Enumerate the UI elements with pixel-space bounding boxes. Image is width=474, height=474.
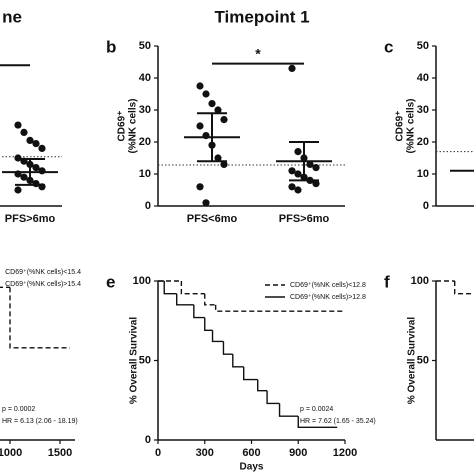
dot [294, 186, 302, 194]
dot [26, 136, 34, 144]
y-tick-label: 100 [133, 275, 151, 287]
significance-label: * [255, 45, 261, 61]
x-tick-label: PFS>6mo [279, 213, 330, 225]
dot [196, 122, 204, 130]
panel-letter: c [384, 37, 393, 56]
dot [214, 154, 222, 162]
x-axis-label: Days [240, 462, 264, 473]
dot [294, 148, 302, 156]
survival-step [204, 317, 213, 331]
y-tick-label: 10 [139, 168, 151, 180]
survival-step [257, 379, 268, 392]
dot [288, 167, 296, 175]
y-tick-label: 0 [145, 434, 151, 446]
dot [20, 128, 28, 136]
dot [312, 164, 320, 172]
x-tick-label: 1000 [0, 447, 22, 459]
legend-label: CD69⁺(%NK cells)>12.8 [290, 294, 366, 301]
y-tick-label: 30 [417, 104, 429, 116]
y-tick-label: 20 [417, 136, 429, 148]
x-tick-label: 900 [289, 447, 307, 459]
panel-letter: b [106, 37, 116, 56]
annotation: p = 0.0024 [300, 406, 333, 413]
survival-step [232, 354, 244, 368]
annotation: p = 0.0002 [2, 406, 35, 413]
survival-step [297, 416, 338, 428]
dot [32, 164, 40, 172]
survival-step [204, 293, 216, 306]
dot [306, 160, 314, 168]
y-tick-label: 40 [417, 72, 429, 84]
dot [196, 82, 204, 90]
dot [20, 173, 28, 181]
y-tick-label: 50 [417, 40, 429, 52]
y-tick-label: 40 [139, 72, 151, 84]
dot [202, 90, 210, 98]
y-tick-label: 0 [145, 200, 151, 212]
y-tick-label: 20 [139, 136, 151, 148]
panel-letter: e [106, 272, 115, 291]
dot [288, 64, 296, 72]
survival-step [180, 281, 205, 295]
x-tick-label: 0 [155, 447, 161, 459]
dot [312, 180, 320, 188]
y-tick-label: 10 [417, 168, 429, 180]
annotation: HR = 7.62 (1.65 - 35.24) [300, 418, 376, 425]
legend-label: CD69⁺(%NK cells)<15.4 [5, 269, 81, 276]
y-tick-label: 50 [139, 40, 151, 52]
y-axis-label: (%NK cells) [406, 98, 417, 153]
y-axis-label: % Overall Survival [129, 317, 140, 404]
dot [38, 144, 46, 152]
dot [38, 167, 46, 175]
survival-step [243, 366, 258, 381]
y-axis-label: (%NK cells) [128, 98, 139, 153]
panel-title: Timepoint 1 [214, 7, 309, 26]
dot [294, 170, 302, 178]
survival-step [176, 293, 194, 306]
x-tick-label: PFS<6mo [187, 213, 238, 225]
legend-label: CD69⁺(%NK cells)<12.8 [290, 282, 366, 289]
panel-letter: f [384, 272, 390, 291]
x-tick-label: PFS>6mo [5, 213, 56, 225]
dot [214, 106, 222, 114]
y-tick-label: 100 [411, 275, 429, 287]
survival-step [266, 390, 280, 405]
dot [14, 121, 22, 129]
dot [208, 100, 216, 108]
y-tick-label: 50 [139, 354, 151, 366]
y-tick-label: 30 [139, 104, 151, 116]
dot [220, 116, 228, 124]
survival-step [163, 281, 177, 295]
y-tick-label: 0 [423, 200, 429, 212]
y-axis-label: % Overall Survival [407, 317, 418, 404]
survival-step [278, 403, 299, 417]
survival-step [9, 287, 70, 349]
y-axis-label: CD69⁺ [117, 111, 128, 142]
x-tick-label: 1200 [333, 447, 357, 459]
x-tick-label: 600 [242, 447, 260, 459]
survival-step [214, 304, 345, 312]
dot [14, 186, 22, 194]
dot [202, 199, 210, 207]
dot [32, 140, 40, 148]
x-tick-label: 1500 [48, 447, 72, 459]
survival-step [193, 304, 205, 319]
annotation: HR = 6.13 (2.06 - 18.19) [2, 418, 78, 425]
y-axis-label: CD69⁺ [395, 111, 406, 142]
dot [220, 160, 228, 168]
x-tick-label: 300 [196, 447, 214, 459]
survival-step [454, 281, 474, 295]
y-tick-label: 50 [417, 354, 429, 366]
dot [288, 183, 296, 191]
legend-label: CD69⁺(%NK cells)>15.4 [5, 281, 81, 288]
survival-step [222, 341, 233, 355]
panel-title: ne [2, 7, 22, 26]
survival-step [211, 330, 224, 343]
dot [196, 183, 204, 191]
